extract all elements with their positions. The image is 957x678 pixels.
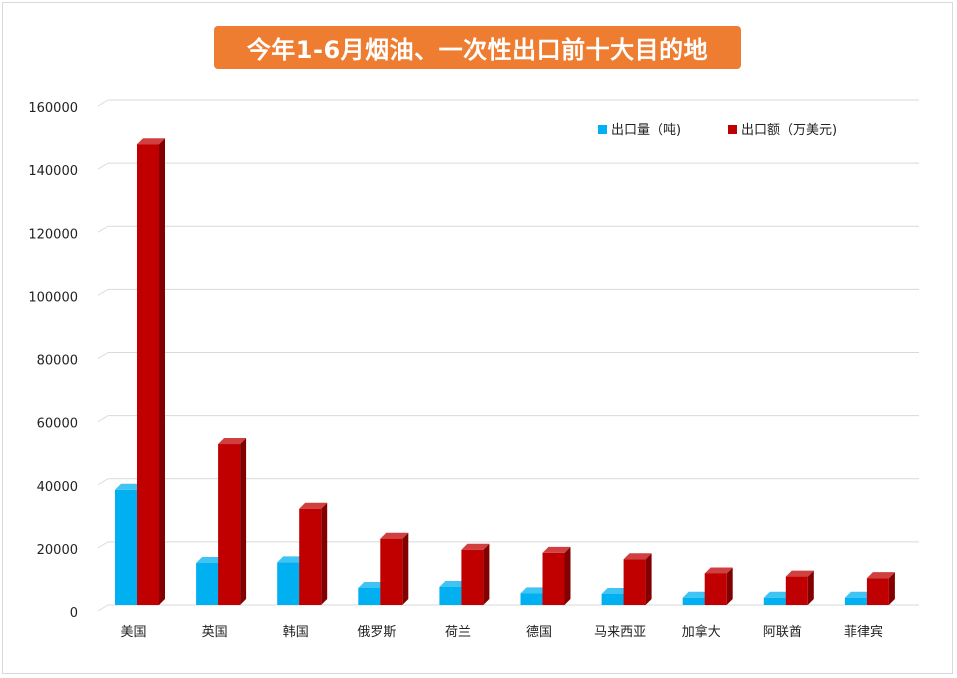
bar-value-4	[461, 543, 490, 605]
legend-item-0: 出口量（吨)	[598, 123, 681, 138]
bar-value-8	[785, 570, 814, 605]
y-tick-label: 20000	[37, 543, 78, 558]
x-axis: 美国 英国 韩国 俄罗斯 荷兰 德国 马来西亚 加拿大 阿联酋 菲律宾	[121, 624, 883, 640]
y-tick-label: 0	[70, 606, 78, 621]
gridline-edge	[97, 225, 109, 233]
bar-value-7	[704, 567, 733, 605]
y-tick-label: 160000	[28, 101, 78, 116]
y-tick-label: 80000	[37, 354, 78, 369]
x-tick-label: 加拿大	[682, 624, 721, 640]
x-tick-label: 美国	[121, 625, 147, 640]
bar-value-6	[623, 553, 652, 605]
x-tick-label: 英国	[202, 625, 228, 640]
gridline-edge	[97, 162, 109, 170]
chart-title: 今年1-6月烟油、一次性出口前十大目的地	[214, 26, 741, 69]
bar-value-1	[218, 438, 247, 605]
gridline-edge	[97, 99, 109, 107]
legend-swatch	[728, 125, 737, 134]
legend-item-1: 出口额（万美元)	[728, 123, 837, 138]
gridline-edge	[97, 478, 109, 486]
x-tick-label: 菲律宾	[844, 624, 883, 640]
x-tick-label: 马来西亚	[594, 625, 646, 640]
y-tick-label: 60000	[37, 417, 78, 432]
x-tick-label: 荷兰	[445, 625, 471, 640]
gridline-edge	[97, 415, 109, 423]
gridline-edge	[97, 352, 109, 359]
legend-label: 出口量（吨)	[611, 123, 681, 138]
bar-value-3	[380, 532, 409, 605]
x-tick-label: 阿联酋	[763, 624, 802, 640]
bar-value-2	[299, 502, 328, 605]
legend-swatch	[598, 125, 607, 134]
y-tick-label: 40000	[37, 480, 78, 495]
legend: 出口量（吨) 出口额（万美元)	[598, 123, 837, 138]
y-tick-label: 100000	[28, 290, 78, 305]
y-axis: 0 20000 40000 60000 80000 100000 120000 140000 1…	[28, 101, 78, 621]
x-tick-label: 俄罗斯	[357, 625, 396, 640]
bar-value-5	[542, 546, 571, 605]
bars	[115, 138, 895, 605]
gridline-edge	[97, 288, 109, 296]
bar-value-9	[866, 572, 895, 605]
gridline-edge	[97, 541, 109, 549]
legend-label: 出口额（万美元)	[741, 123, 837, 138]
x-tick-label: 德国	[526, 625, 552, 640]
y-tick-label: 120000	[28, 227, 78, 242]
y-tick-label: 140000	[28, 164, 78, 179]
bar-value-0	[137, 138, 165, 605]
gridline-edge	[97, 604, 109, 612]
x-tick-label: 韩国	[283, 625, 309, 640]
